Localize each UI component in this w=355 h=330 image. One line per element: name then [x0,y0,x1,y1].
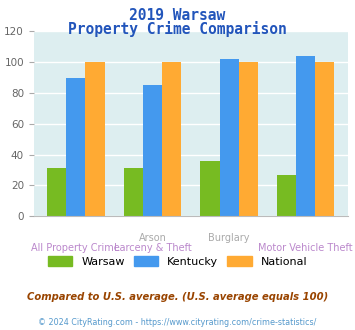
Bar [296,56,315,216]
Bar [200,161,219,216]
Text: All Property Crime: All Property Crime [32,243,120,252]
Text: Motor Vehicle Theft: Motor Vehicle Theft [258,243,353,252]
Text: Arson: Arson [138,233,166,243]
Text: Compared to U.S. average. (U.S. average equals 100): Compared to U.S. average. (U.S. average … [27,292,328,302]
Text: © 2024 CityRating.com - https://www.cityrating.com/crime-statistics/: © 2024 CityRating.com - https://www.city… [38,318,317,327]
Bar [277,175,296,216]
Text: Burglary: Burglary [208,233,250,243]
Bar [143,85,162,216]
Bar [219,59,239,216]
Bar [162,62,181,216]
Bar [315,62,334,216]
Text: Larceny & Theft: Larceny & Theft [114,243,191,252]
Text: Property Crime Comparison: Property Crime Comparison [68,21,287,37]
Bar [86,62,105,216]
Bar [124,168,143,216]
Bar [66,78,86,216]
Bar [47,168,66,216]
Bar [239,62,258,216]
Text: 2019 Warsaw: 2019 Warsaw [129,8,226,23]
Legend: Warsaw, Kentucky, National: Warsaw, Kentucky, National [48,255,307,267]
